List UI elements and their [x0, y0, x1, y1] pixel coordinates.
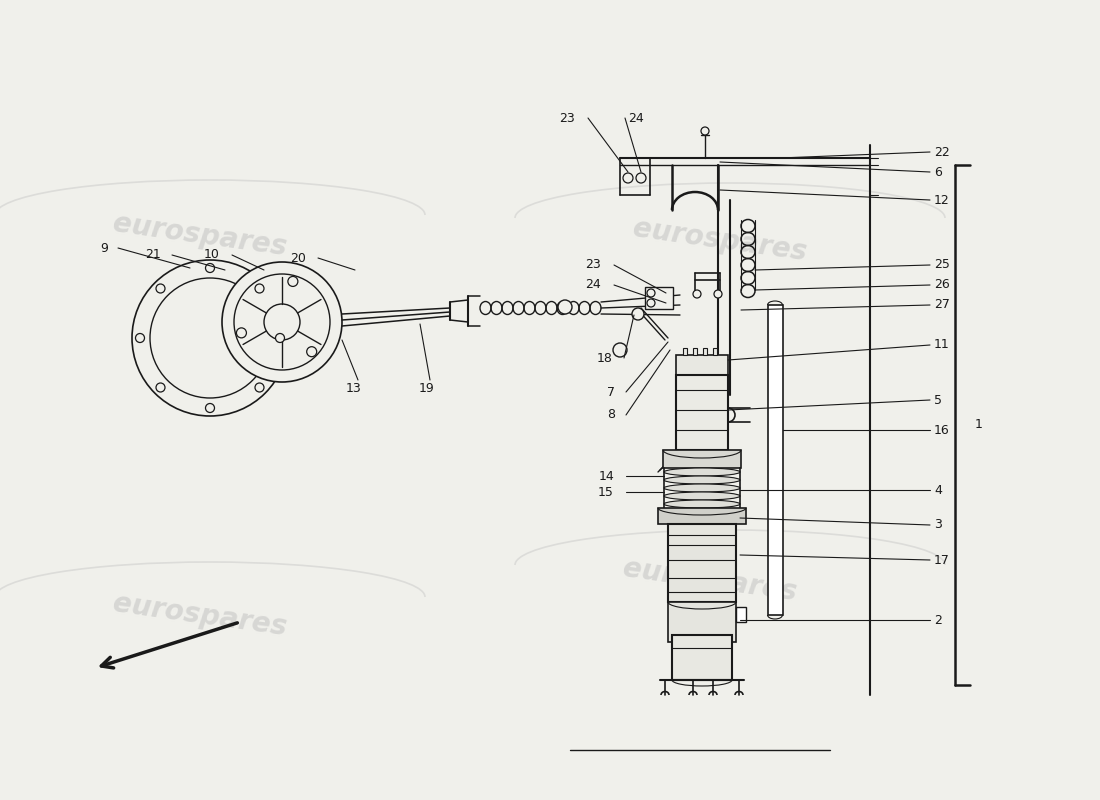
Text: 16: 16 — [934, 423, 949, 437]
Ellipse shape — [664, 468, 740, 476]
Bar — [768, 305, 783, 615]
Circle shape — [714, 290, 722, 298]
Text: 1: 1 — [975, 418, 983, 431]
Text: 18: 18 — [597, 351, 613, 365]
Circle shape — [647, 299, 654, 307]
Bar — [736, 607, 746, 622]
Text: 25: 25 — [934, 258, 950, 271]
Text: 23: 23 — [585, 258, 601, 271]
Text: 6: 6 — [934, 166, 942, 178]
Text: 9: 9 — [100, 242, 108, 254]
Text: eurospares: eurospares — [111, 209, 289, 261]
Text: 24: 24 — [628, 111, 643, 125]
Circle shape — [558, 300, 572, 314]
Ellipse shape — [664, 476, 740, 484]
Bar — [676, 355, 728, 375]
Circle shape — [647, 289, 654, 297]
Text: 8: 8 — [607, 409, 615, 422]
Text: 13: 13 — [346, 382, 362, 394]
Text: 11: 11 — [934, 338, 949, 351]
Bar — [663, 450, 741, 468]
Circle shape — [288, 277, 298, 286]
Circle shape — [135, 334, 144, 342]
Text: 2: 2 — [934, 614, 942, 626]
Circle shape — [150, 278, 270, 398]
Text: 17: 17 — [934, 554, 950, 566]
Text: 21: 21 — [145, 249, 161, 262]
Text: eurospares: eurospares — [631, 214, 808, 266]
Circle shape — [632, 308, 644, 320]
Text: 22: 22 — [934, 146, 949, 158]
Ellipse shape — [664, 500, 740, 508]
Text: 3: 3 — [934, 518, 942, 531]
Bar — [645, 287, 673, 309]
Circle shape — [206, 263, 214, 273]
Circle shape — [623, 173, 632, 183]
Text: 19: 19 — [419, 382, 435, 394]
Bar — [683, 348, 688, 355]
Circle shape — [701, 127, 710, 135]
Text: 14: 14 — [598, 470, 614, 482]
Circle shape — [234, 274, 330, 370]
Circle shape — [264, 304, 300, 340]
Bar — [703, 348, 707, 355]
Circle shape — [236, 328, 246, 338]
Circle shape — [275, 334, 285, 342]
Bar — [658, 508, 746, 524]
Text: 5: 5 — [934, 394, 942, 406]
Circle shape — [693, 290, 701, 298]
Circle shape — [255, 284, 264, 293]
Text: 27: 27 — [934, 298, 950, 311]
Ellipse shape — [664, 484, 740, 492]
Bar — [668, 524, 736, 602]
Circle shape — [206, 403, 214, 413]
Text: 20: 20 — [290, 251, 306, 265]
Circle shape — [156, 284, 165, 293]
Bar — [713, 348, 717, 355]
Text: eurospares: eurospares — [621, 554, 799, 606]
Text: 23: 23 — [559, 111, 575, 125]
Text: eurospares: eurospares — [111, 589, 289, 641]
Circle shape — [156, 383, 165, 392]
Ellipse shape — [664, 492, 740, 500]
Text: 12: 12 — [934, 194, 949, 206]
Text: 4: 4 — [934, 483, 942, 497]
Text: 15: 15 — [598, 486, 614, 498]
Text: 7: 7 — [607, 386, 615, 398]
Circle shape — [307, 346, 317, 357]
Text: 24: 24 — [585, 278, 601, 291]
Text: 10: 10 — [205, 249, 220, 262]
Circle shape — [636, 173, 646, 183]
Bar — [672, 635, 732, 680]
Circle shape — [613, 343, 627, 357]
Bar — [693, 348, 697, 355]
Text: 26: 26 — [934, 278, 949, 291]
Circle shape — [222, 262, 342, 382]
Circle shape — [132, 260, 288, 416]
Bar — [668, 602, 736, 642]
Bar — [676, 375, 728, 450]
Circle shape — [255, 383, 264, 392]
